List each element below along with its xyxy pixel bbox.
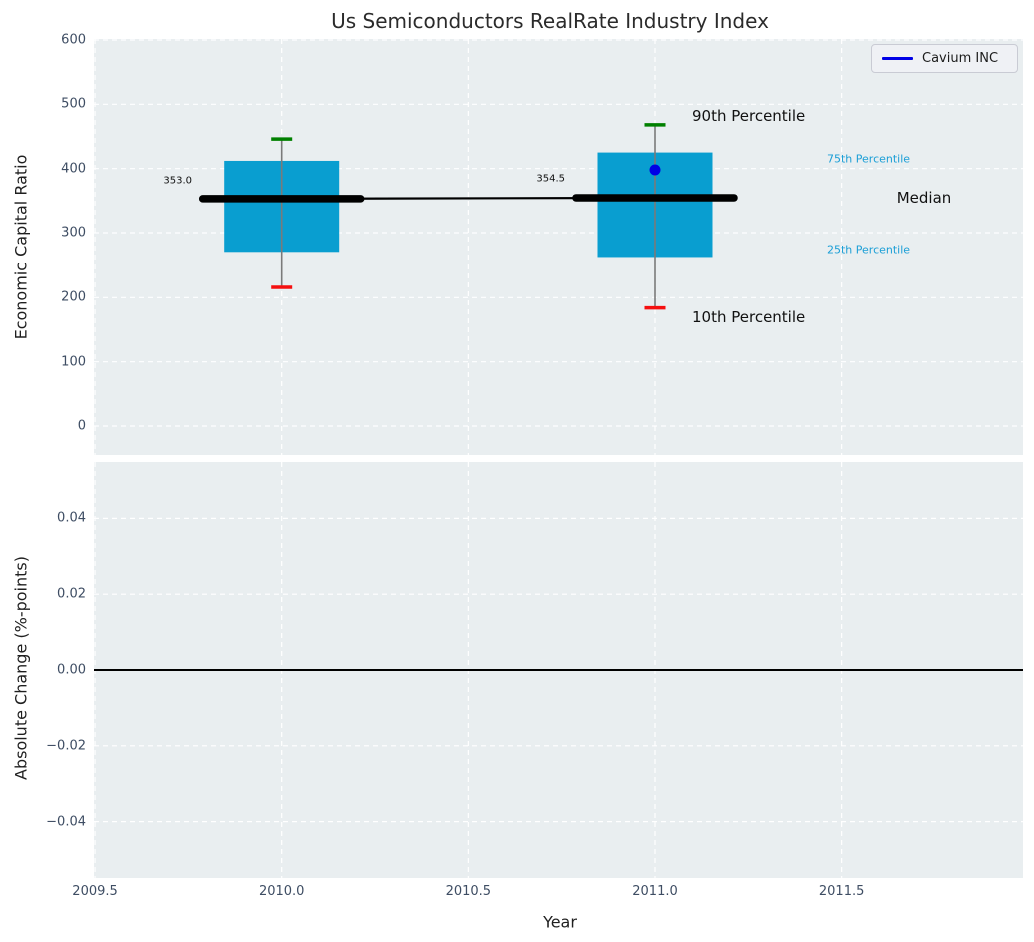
median-value-label-2011: 354.5 bbox=[536, 173, 565, 185]
company-point-cavium-inc bbox=[649, 164, 661, 176]
bottom-y-tick--0.02: −0.02 bbox=[46, 738, 86, 754]
x-axis-label: Year bbox=[543, 912, 577, 932]
legend: Cavium INC bbox=[871, 44, 1018, 73]
x-tick-2011.5: 2011.5 bbox=[818, 884, 865, 899]
top-y-tick-500: 500 bbox=[61, 96, 86, 112]
bottom-y-axis-label: Absolute Change (%-points) bbox=[11, 556, 31, 780]
annotation-25th-percentile: 25th Percentile bbox=[827, 243, 911, 257]
bottom-y-tick-0: 0.00 bbox=[57, 662, 86, 678]
x-tick-2011.0: 2011.0 bbox=[632, 884, 678, 899]
top-y-axis-label: Economic Capital Ratio bbox=[11, 154, 31, 340]
x-tick-2010.5: 2010.5 bbox=[445, 884, 492, 899]
annotation-90th-percentile: 90th Percentile bbox=[692, 107, 806, 125]
top-y-tick-400: 400 bbox=[61, 161, 86, 177]
legend-label: Cavium INC bbox=[922, 51, 999, 66]
legend-line-swatch bbox=[882, 57, 913, 60]
median-value-label-2010: 353.0 bbox=[163, 175, 192, 187]
bottom-y-tick-0.04: 0.04 bbox=[57, 510, 86, 526]
top-y-tick-200: 200 bbox=[61, 289, 86, 305]
x-tick-2010.0: 2010.0 bbox=[258, 884, 305, 899]
annotation-10th-percentile: 10th Percentile bbox=[692, 308, 806, 326]
top-y-tick-100: 100 bbox=[61, 354, 86, 370]
annotation-median: Median bbox=[896, 189, 952, 207]
bottom-y-tick--0.04: −0.04 bbox=[46, 814, 86, 830]
x-tick-2009.5: 2009.5 bbox=[72, 884, 118, 899]
annotation-75th-percentile: 75th Percentile bbox=[827, 152, 911, 166]
top-y-tick-0: 0 bbox=[77, 418, 86, 434]
chart-title: Us Semiconductors RealRate Industry Inde… bbox=[331, 9, 769, 33]
top-y-tick-600: 600 bbox=[61, 32, 86, 48]
top-y-tick-300: 300 bbox=[61, 225, 86, 241]
bottom-y-tick-0.02: 0.02 bbox=[57, 586, 86, 602]
